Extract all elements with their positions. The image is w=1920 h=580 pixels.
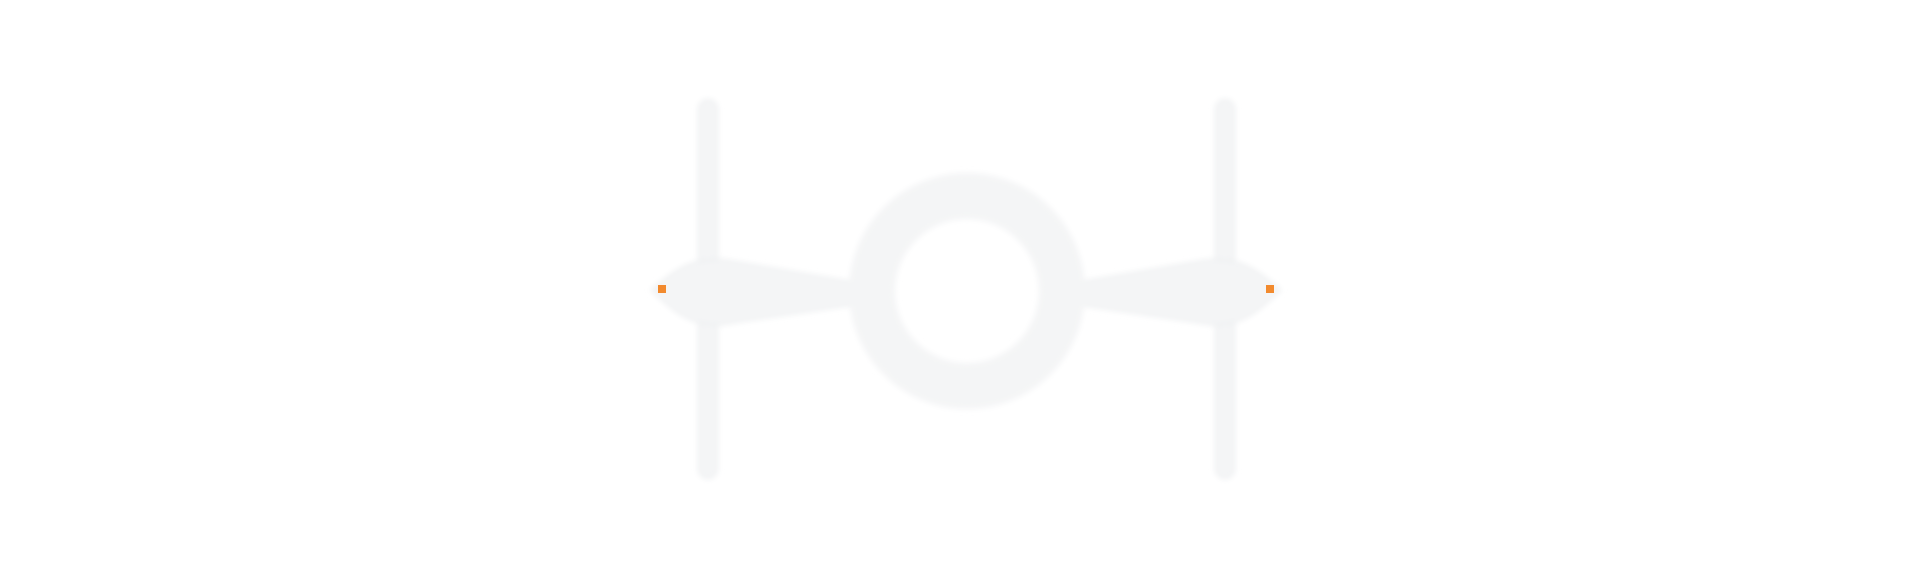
left-arm	[650, 258, 851, 326]
right-endpoint-marker	[1266, 285, 1274, 293]
left-endpoint-marker	[658, 285, 666, 293]
center-ring	[849, 173, 1085, 409]
right-arm	[1081, 258, 1282, 326]
